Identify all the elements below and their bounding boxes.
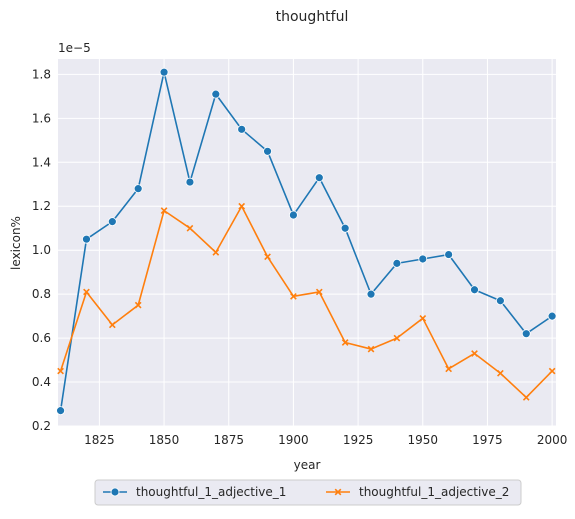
x-tick-label: 1850 [149, 433, 180, 447]
data-point [471, 350, 478, 357]
data-point [133, 184, 143, 194]
data-point [392, 258, 402, 268]
data-point [341, 339, 349, 346]
grid-lines [58, 59, 556, 427]
y-tick-label: 0.6 [32, 331, 51, 345]
y-tick-label: 1.0 [32, 243, 51, 257]
data-point [444, 250, 454, 259]
x-axis-label: year [294, 458, 321, 472]
legend-marker [110, 487, 120, 497]
y-tick-label: 1.8 [32, 67, 51, 81]
x-tick-label: 1925 [343, 433, 374, 447]
data-point [212, 249, 220, 256]
data-point [548, 367, 556, 375]
data-point [134, 301, 142, 309]
data-point [56, 406, 65, 416]
data-point [57, 367, 64, 375]
y-tick-label: 1.4 [32, 155, 51, 169]
x-tick-labels: 1825 1850 1875 1900 1925 1950 1975 2000 [84, 433, 567, 447]
x-tick-label: 2000 [537, 433, 568, 447]
plot-area [58, 59, 556, 426]
data-point [367, 345, 375, 353]
data-point [108, 321, 116, 329]
legend-marker [334, 488, 342, 496]
series-1 [56, 67, 557, 416]
data-point [495, 296, 505, 306]
data-point [366, 289, 376, 299]
data-point [315, 288, 323, 296]
data-point [418, 254, 428, 264]
series-group [56, 67, 557, 416]
data-point [522, 394, 530, 401]
y-tick-label: 1.6 [32, 111, 51, 125]
data-point [82, 234, 91, 244]
legend-label: thoughtful_1_adjective_1 [136, 485, 286, 499]
x-tick-label: 1875 [213, 433, 244, 447]
legend-label: thoughtful_1_adjective_2 [359, 485, 509, 499]
data-point [393, 334, 401, 342]
series-2 [57, 202, 556, 401]
data-point [264, 253, 271, 261]
legend-frame [94, 479, 522, 506]
chart-title: thoughtful [276, 9, 349, 25]
data-point [547, 311, 557, 321]
y-tick-label: 1.2 [32, 199, 51, 213]
data-point [160, 207, 168, 215]
legend: thoughtful_1_adjective_1 thoughtful_1_adj… [94, 479, 522, 506]
data-point [340, 223, 350, 233]
x-tick-label: 1950 [407, 433, 438, 447]
data-point [314, 173, 324, 183]
data-point [497, 369, 504, 377]
data-point [521, 329, 531, 339]
y-axis-label: lexicon% [9, 216, 23, 270]
series-line [59, 71, 553, 411]
data-point [419, 314, 427, 322]
y-scale-label: 1e−5 [58, 41, 91, 55]
data-point [211, 89, 221, 99]
x-tick-label: 1900 [278, 433, 309, 447]
y-tick-labels: 0.2 0.4 0.6 0.8 1.0 1.2 1.4 1.6 1.8 [32, 67, 51, 433]
legend-item: thoughtful_1_adjective_2 [326, 485, 509, 499]
x-tick-label: 1825 [84, 433, 115, 447]
data-point [159, 67, 169, 77]
data-point [237, 124, 247, 134]
data-point [470, 285, 479, 295]
data-point [238, 202, 246, 210]
series-line [59, 205, 553, 399]
legend-item: thoughtful_1_adjective_1 [103, 485, 286, 499]
x-tick-label: 1975 [472, 433, 503, 447]
data-point [290, 292, 297, 300]
y-tick-label: 0.8 [32, 287, 51, 301]
data-point [185, 177, 195, 187]
data-point [263, 146, 272, 156]
data-point [289, 210, 298, 220]
data-point [83, 288, 90, 296]
y-tick-label: 0.4 [32, 375, 51, 389]
data-point [186, 224, 194, 232]
data-point [107, 217, 117, 227]
data-point [445, 365, 453, 373]
y-tick-label: 0.2 [32, 419, 51, 433]
